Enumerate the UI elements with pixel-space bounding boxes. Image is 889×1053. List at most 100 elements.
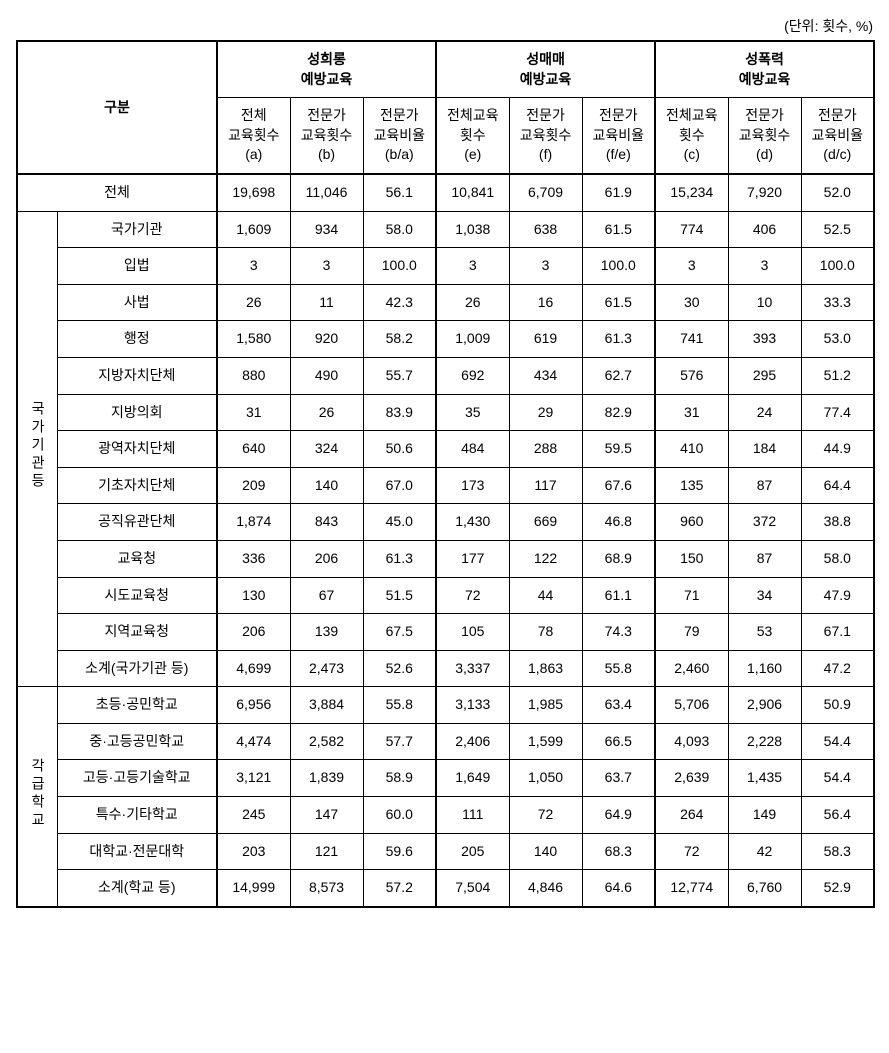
table-header: 구분 성희롱예방교육 성매매예방교육 성폭력예방교육 전체교육횟수(a) 전문가…	[17, 41, 874, 174]
data-cell: 117	[509, 467, 582, 504]
data-cell: 26	[290, 394, 363, 431]
data-cell: 1,430	[436, 504, 509, 541]
table-row: 특수·기타학교24514760.01117264.926414956.4	[17, 797, 874, 834]
data-cell: 61.3	[582, 321, 655, 358]
row-label: 대학교·전문대학	[57, 833, 217, 870]
data-cell: 71	[655, 577, 728, 614]
table-row: 소계(학교 등)14,9998,57357.27,5044,84664.612,…	[17, 870, 874, 907]
data-cell: 3	[217, 248, 290, 285]
data-table: 구분 성희롱예방교육 성매매예방교육 성폭력예방교육 전체교육횟수(a) 전문가…	[16, 40, 875, 908]
data-cell: 46.8	[582, 504, 655, 541]
data-cell: 58.3	[801, 833, 874, 870]
data-cell: 121	[290, 833, 363, 870]
table-row: 시도교육청1306751.5724461.1713447.9	[17, 577, 874, 614]
data-cell: 4,846	[509, 870, 582, 907]
header-sub: 전체교육횟수(a)	[217, 98, 290, 174]
data-cell: 3	[728, 248, 801, 285]
data-cell: 67.0	[363, 467, 436, 504]
row-label: 국가기관	[57, 211, 217, 248]
row-label: 공직유관단체	[57, 504, 217, 541]
data-cell: 82.9	[582, 394, 655, 431]
data-cell: 1,599	[509, 723, 582, 760]
data-cell: 29	[509, 394, 582, 431]
data-cell: 139	[290, 614, 363, 651]
data-cell: 3,337	[436, 650, 509, 687]
data-cell: 54.4	[801, 723, 874, 760]
data-cell: 264	[655, 797, 728, 834]
data-cell: 1,874	[217, 504, 290, 541]
data-cell: 6,760	[728, 870, 801, 907]
data-cell: 105	[436, 614, 509, 651]
row-label: 초등·공민학교	[57, 687, 217, 724]
data-cell: 406	[728, 211, 801, 248]
data-cell: 3,121	[217, 760, 290, 797]
section-label: 각급학교	[17, 687, 57, 907]
row-label: 입법	[57, 248, 217, 285]
table-row: 중·고등공민학교4,4742,58257.72,4061,59966.54,09…	[17, 723, 874, 760]
data-cell: 920	[290, 321, 363, 358]
data-cell: 2,582	[290, 723, 363, 760]
header-sub: 전문가교육횟수(b)	[290, 98, 363, 174]
header-group-1: 성희롱예방교육	[217, 41, 436, 98]
data-cell: 288	[509, 431, 582, 468]
table-row: 공직유관단체1,87484345.01,43066946.896037238.8	[17, 504, 874, 541]
data-cell: 640	[217, 431, 290, 468]
data-cell: 1,160	[728, 650, 801, 687]
data-cell: 324	[290, 431, 363, 468]
data-cell: 960	[655, 504, 728, 541]
data-cell: 51.2	[801, 357, 874, 394]
data-cell: 4,699	[217, 650, 290, 687]
data-cell: 11,046	[290, 174, 363, 211]
data-cell: 100.0	[801, 248, 874, 285]
data-cell: 638	[509, 211, 582, 248]
data-cell: 203	[217, 833, 290, 870]
row-label: 지역교육청	[57, 614, 217, 651]
data-cell: 58.9	[363, 760, 436, 797]
data-cell: 135	[655, 467, 728, 504]
header-sub: 전문가교육횟수(f)	[509, 98, 582, 174]
data-cell: 35	[436, 394, 509, 431]
header-sub: 전체교육횟수(e)	[436, 98, 509, 174]
data-cell: 1,985	[509, 687, 582, 724]
row-label: 행정	[57, 321, 217, 358]
data-cell: 19,698	[217, 174, 290, 211]
data-cell: 55.7	[363, 357, 436, 394]
row-label: 교육청	[57, 540, 217, 577]
data-cell: 72	[436, 577, 509, 614]
data-cell: 59.6	[363, 833, 436, 870]
data-cell: 111	[436, 797, 509, 834]
data-cell: 692	[436, 357, 509, 394]
data-cell: 10	[728, 284, 801, 321]
data-cell: 7,920	[728, 174, 801, 211]
data-cell: 72	[509, 797, 582, 834]
data-cell: 206	[290, 540, 363, 577]
data-cell: 44.9	[801, 431, 874, 468]
data-cell: 434	[509, 357, 582, 394]
data-cell: 245	[217, 797, 290, 834]
row-label: 기초자치단체	[57, 467, 217, 504]
table-row: 사법261142.3261661.5301033.3	[17, 284, 874, 321]
data-cell: 100.0	[582, 248, 655, 285]
data-cell: 490	[290, 357, 363, 394]
row-label: 소계(국가기관 등)	[57, 650, 217, 687]
data-cell: 61.3	[363, 540, 436, 577]
data-cell: 3,884	[290, 687, 363, 724]
header-sub: 전체교육횟수(c)	[655, 98, 728, 174]
data-cell: 2,228	[728, 723, 801, 760]
data-cell: 61.5	[582, 284, 655, 321]
data-cell: 55.8	[363, 687, 436, 724]
data-cell: 50.6	[363, 431, 436, 468]
data-cell: 87	[728, 540, 801, 577]
data-cell: 12,774	[655, 870, 728, 907]
row-label: 지방의회	[57, 394, 217, 431]
data-cell: 1,839	[290, 760, 363, 797]
data-cell: 78	[509, 614, 582, 651]
data-cell: 26	[436, 284, 509, 321]
data-cell: 1,863	[509, 650, 582, 687]
data-cell: 68.9	[582, 540, 655, 577]
data-cell: 64.9	[582, 797, 655, 834]
data-cell: 64.4	[801, 467, 874, 504]
data-cell: 2,473	[290, 650, 363, 687]
data-cell: 140	[290, 467, 363, 504]
data-cell: 63.4	[582, 687, 655, 724]
